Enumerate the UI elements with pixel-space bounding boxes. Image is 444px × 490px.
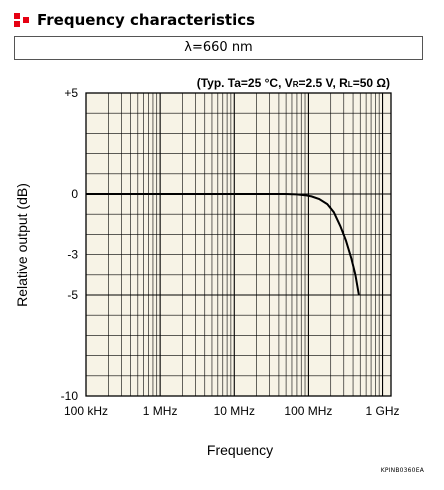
y-tick-label: -10 bbox=[61, 389, 79, 403]
series-line bbox=[86, 193, 360, 296]
y-tick-label: -3 bbox=[67, 248, 78, 262]
chart-heading: Frequency characteristics bbox=[14, 8, 255, 32]
x-tick-labels: 100 kHz 1 MHz 10 MHz 100 MHz 1 GHz bbox=[64, 404, 400, 418]
x-tick-label: 1 MHz bbox=[143, 404, 178, 418]
x-tick-label: 100 MHz bbox=[284, 404, 332, 418]
catalog-code: KPINB0360EA bbox=[380, 467, 424, 474]
x-axis-label: Frequency bbox=[207, 442, 273, 458]
conditions-note: (Typ. Ta=25 °C, VR=2.5 V, RL=50 Ω) bbox=[197, 76, 390, 90]
y-tick-label: -5 bbox=[67, 288, 78, 302]
x-tick-label: 100 kHz bbox=[64, 404, 108, 418]
grid-minor bbox=[86, 93, 391, 396]
y-tick-labels: +5 0 -3 -5 -10 bbox=[61, 86, 79, 403]
y-tick-label: +5 bbox=[64, 86, 78, 100]
x-tick-label: 10 MHz bbox=[214, 404, 255, 418]
y-axis-label: Relative output (dB) bbox=[14, 183, 30, 307]
x-tick-label: 1 GHz bbox=[366, 404, 400, 418]
plot-frame bbox=[85, 92, 392, 397]
heading-title: Frequency characteristics bbox=[37, 11, 256, 29]
wavelength-label: λ=660 nm bbox=[14, 36, 423, 60]
y-tick-label: 0 bbox=[71, 187, 78, 201]
plot-area bbox=[86, 93, 391, 396]
red-square-cluster-icon bbox=[14, 13, 29, 27]
